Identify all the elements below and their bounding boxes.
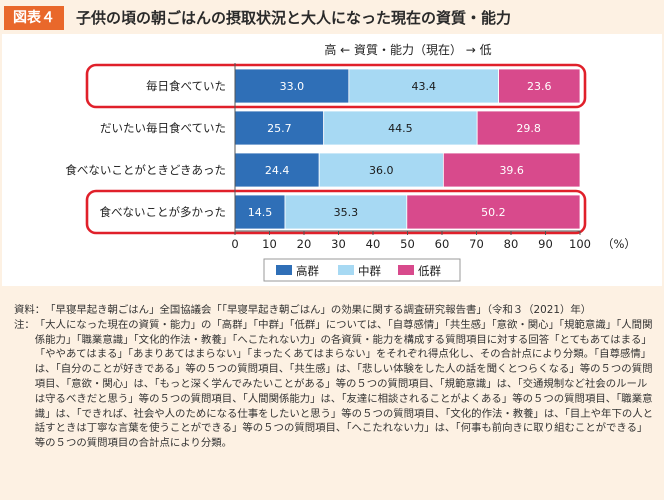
x-tick-label: 100 <box>569 237 591 251</box>
data-label: 44.5 <box>388 122 413 135</box>
category-label: 食べないことがときどきあった <box>65 163 226 177</box>
legend-swatch-1 <box>338 265 354 275</box>
x-tick-label: 50 <box>400 237 415 251</box>
scale-caption: 高 ← 資質・能力（現在） → 低 <box>324 42 491 57</box>
bar-segment-1 <box>348 68 499 104</box>
figure-title: 子供の頃の朝ごはんの摂取状況と大人になった現在の資質・能力 <box>76 9 512 27</box>
bar-segment-2 <box>476 110 581 146</box>
data-label: 35.3 <box>334 206 359 219</box>
legend-box <box>263 258 461 282</box>
data-label: 14.5 <box>248 206 273 219</box>
data-label: 24.4 <box>265 164 290 177</box>
notes-section: 資料： 「早寝早起き朝ごはん」全国協議会「「早寝早起き朝ごはん」の効果に関する調… <box>14 303 654 451</box>
x-tick-label: 20 <box>297 237 312 251</box>
highlight-frame-3 <box>85 189 587 235</box>
bar-segment-0 <box>234 68 350 104</box>
bar-segment-0 <box>234 152 320 188</box>
legend-label: 低群 <box>418 264 441 278</box>
x-tick-label: 60 <box>435 237 450 251</box>
source-label: 資料： <box>14 304 46 316</box>
data-label: 33.0 <box>280 80 305 93</box>
x-tick-label: 30 <box>331 237 346 251</box>
x-unit-label: （%） <box>602 237 636 251</box>
figure-label: 図表４ <box>4 6 64 30</box>
data-label: 23.6 <box>527 80 552 93</box>
bar-segment-2 <box>406 194 581 230</box>
note-row: 注： 「大人になった現在の資質・能力」の「高群」「中群」「低群」については、「自… <box>14 318 654 451</box>
source-text: 「早寝早起き朝ごはん」全国協議会「「早寝早起き朝ごはん」の効果に関する調査研究報… <box>45 304 592 316</box>
source-row: 資料： 「早寝早起き朝ごはん」全国協議会「「早寝早起き朝ごはん」の効果に関する調… <box>14 303 654 318</box>
bar-segment-0 <box>234 110 325 146</box>
x-tick-label: 10 <box>262 237 277 251</box>
bar-segment-2 <box>442 152 581 188</box>
bar-segment-1 <box>323 110 478 146</box>
x-tick-label: 80 <box>504 237 519 251</box>
bar-segment-2 <box>498 68 581 104</box>
chart-panel: 高 ← 資質・能力（現在） → 低毎日食べていた 33.0 43.4 23.6 だいたい… <box>2 34 662 286</box>
legend-label: 中群 <box>358 264 381 278</box>
category-label: 毎日食べていた <box>146 79 226 93</box>
figure-header: 図表４ 子供の頃の朝ごはんの摂取状況と大人になった現在の資質・能力 <box>0 0 664 34</box>
data-label: 25.7 <box>267 122 292 135</box>
data-label: 36.0 <box>369 164 394 177</box>
x-tick-label: 70 <box>469 237 484 251</box>
legend-swatch-2 <box>398 265 414 275</box>
x-tick-label: 0 <box>231 237 238 251</box>
data-label: 39.6 <box>499 164 524 177</box>
data-label: 29.8 <box>516 122 541 135</box>
legend-swatch-0 <box>276 265 292 275</box>
data-label: 43.4 <box>411 80 436 93</box>
category-label: だいたい毎日食べていた <box>100 121 226 135</box>
x-tick-label: 40 <box>366 237 381 251</box>
legend-label: 高群 <box>296 264 319 278</box>
category-label: 食べないことが多かった <box>100 205 227 219</box>
note-text: 「大人になった現在の資質・能力」の「高群」「中群」「低群」については、「自尊感情… <box>34 318 654 450</box>
x-tick-label: 90 <box>538 237 553 251</box>
data-label: 50.2 <box>481 206 506 219</box>
highlight-frame-0 <box>85 63 587 109</box>
note-label: 注： <box>14 318 35 331</box>
